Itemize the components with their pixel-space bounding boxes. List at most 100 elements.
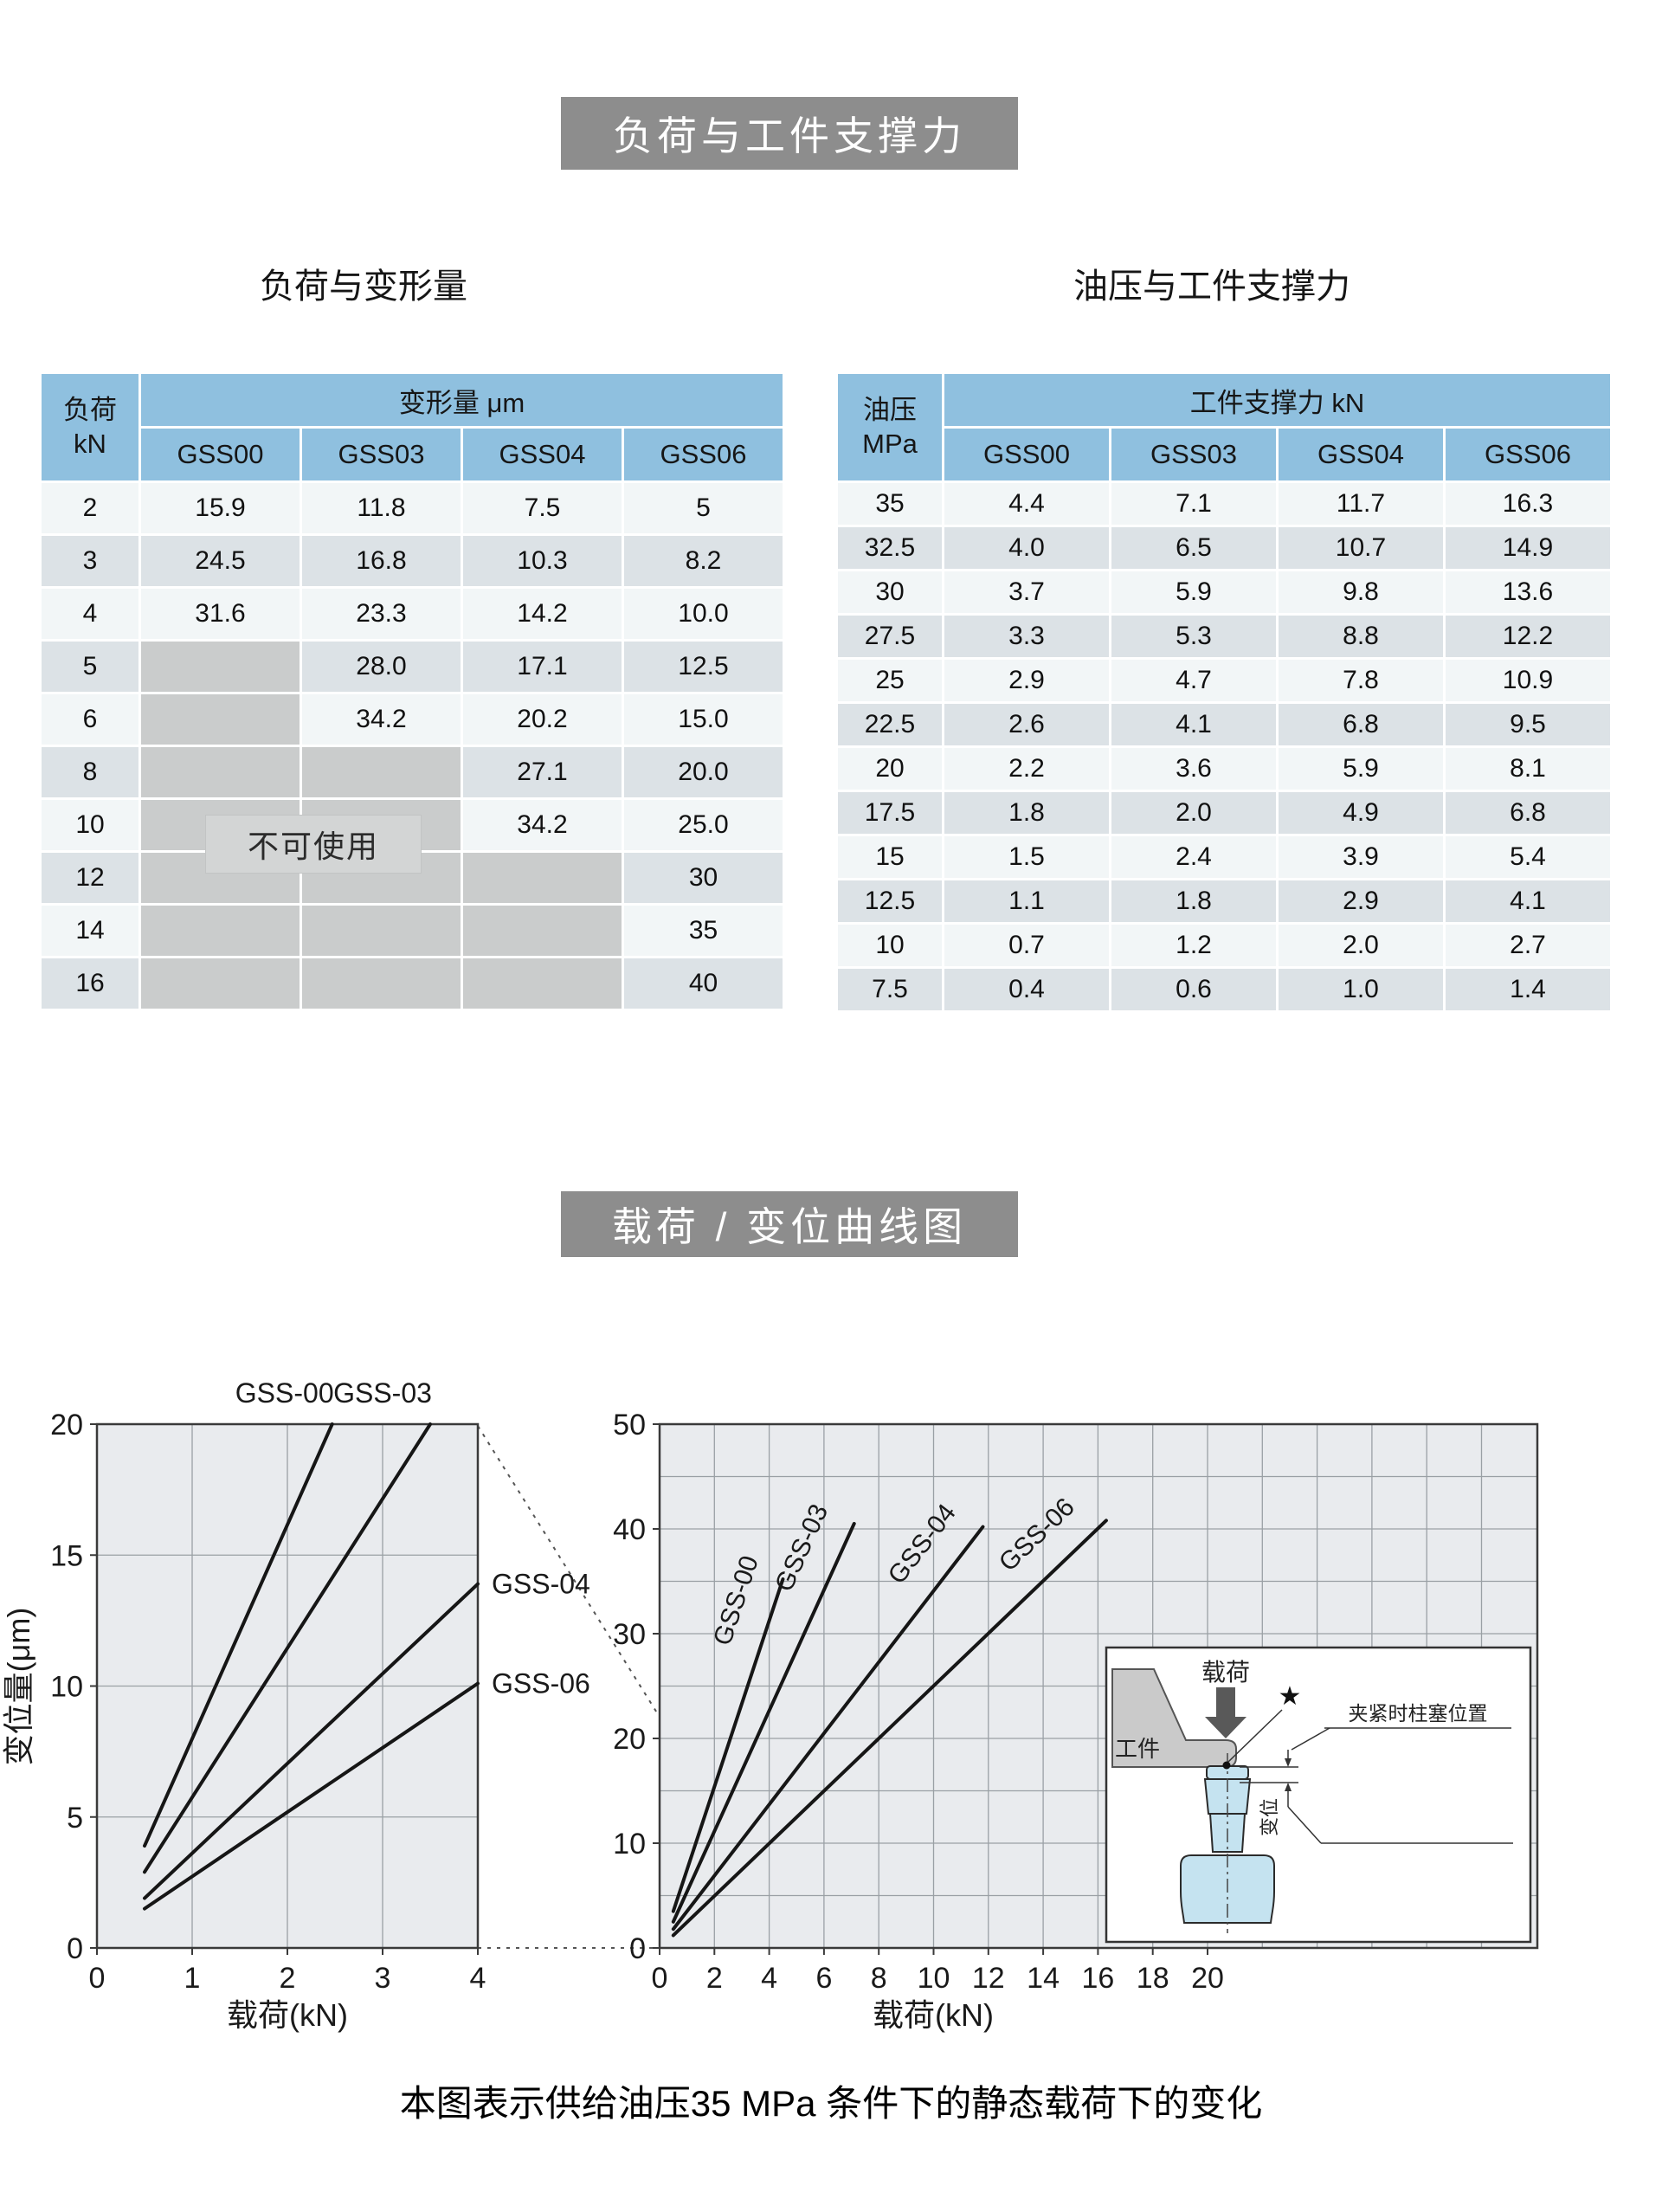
value-cell: 10.0: [624, 589, 783, 639]
deformation-table: 负荷 kN 变形量 μm GSS00 GSS03 GSS04 GSS06 2 15.9 11.8 7…: [39, 371, 785, 1011]
value-cell: 7.1: [1111, 483, 1276, 525]
left-chart: 0 1 2 3 4 0 5 10 15 20 载荷(kN) 变位量(μm) GSS-00 GSS-03 GS…: [1, 1377, 590, 2033]
unusable-cell: [463, 958, 622, 1009]
x-tick-label: 6: [815, 1962, 832, 1995]
series-label: GSS-00: [235, 1377, 334, 1409]
x-tick-label: 8: [871, 1962, 887, 1995]
value-cell: 7.5: [463, 483, 622, 533]
row-header: 30: [838, 571, 942, 613]
plunger-position-label: 夹紧时柱塞位置: [1349, 1702, 1488, 1725]
column-header: GSS00: [944, 429, 1109, 480]
value-cell: 3.9: [1279, 836, 1443, 878]
dimension-arrow-up: [1285, 1783, 1292, 1791]
column-header: GSS06: [624, 429, 783, 480]
value-cell: 12.2: [1446, 616, 1610, 657]
x-tick-label: 2: [280, 1962, 296, 1995]
series-line-GSS-00: [671, 1577, 785, 1913]
x-tick-label: 1: [184, 1962, 201, 1995]
value-cell: 6.5: [1111, 527, 1276, 569]
y-tick-label: 10: [613, 1828, 646, 1861]
column-header: GSS06: [1446, 429, 1610, 480]
value-cell: 5.9: [1279, 748, 1443, 790]
x-axis-title: 载荷(kN): [873, 1997, 994, 2033]
value-cell: 16.8: [302, 536, 461, 586]
value-cell: 9.5: [1446, 704, 1610, 745]
column-header: GSS03: [1111, 429, 1276, 480]
y-tick-label: 20: [613, 1723, 646, 1756]
row-header: 22.5: [838, 704, 942, 745]
x-tick-label: 4: [470, 1962, 486, 1995]
row-header: 3: [42, 536, 138, 586]
value-cell: 2.4: [1111, 836, 1276, 878]
corner-header: 负荷 kN: [42, 374, 138, 480]
x-tick-label: 16: [1081, 1962, 1114, 1995]
series-line-GSS-04: [143, 1582, 480, 1900]
value-cell: 10.7: [1279, 527, 1443, 569]
x-tick-label: 18: [1137, 1962, 1169, 1995]
x-tick-label: 0: [652, 1962, 668, 1995]
column-header: GSS04: [463, 429, 622, 480]
value-cell: 5: [624, 483, 783, 533]
unusable-cell: [141, 747, 300, 797]
series-line-GSS-03: [671, 1521, 856, 1924]
value-cell: 2.7: [1446, 925, 1610, 966]
value-cell: 8.1: [1446, 748, 1610, 790]
group-header: 变形量 μm: [141, 374, 783, 426]
series-label: GSS-03: [333, 1377, 432, 1409]
row-header: 17.5: [838, 792, 942, 834]
value-cell: 2.6: [944, 704, 1109, 745]
support-diagram-inset: 载荷 ★ 工件 夹紧时柱塞位置 变位: [1105, 1646, 1532, 1944]
value-cell: 4.9: [1279, 792, 1443, 834]
contact-point-dot: [1222, 1761, 1231, 1770]
x-tick-label: 2: [706, 1962, 723, 1995]
value-cell: 5.3: [1111, 616, 1276, 657]
value-cell: 3.6: [1111, 748, 1276, 790]
value-cell: 2.0: [1279, 925, 1443, 966]
value-cell: 0.6: [1111, 969, 1276, 1010]
displacement-leader: [1287, 1806, 1322, 1844]
load-arrow-shaft: [1216, 1687, 1235, 1717]
value-cell: 31.6: [141, 589, 300, 639]
value-cell: 24.5: [141, 536, 300, 586]
y-tick-label: 50: [613, 1409, 646, 1441]
y-tick-label: 0: [629, 1932, 646, 1965]
displacement-label: 变位: [1259, 1798, 1280, 1836]
unusable-cell: [302, 958, 461, 1009]
group-header: 工件支撑力 kN: [944, 374, 1610, 426]
value-cell: 2.9: [944, 660, 1109, 701]
value-cell: 9.8: [1279, 571, 1443, 613]
row-header: 12: [42, 853, 138, 903]
value-cell: 2.0: [1111, 792, 1276, 834]
value-cell: 1.8: [1111, 880, 1276, 922]
value-cell: 7.8: [1279, 660, 1443, 701]
value-cell: 5.4: [1446, 836, 1610, 878]
unusable-cell: [302, 906, 461, 956]
value-cell: 23.3: [302, 589, 461, 639]
value-cell: 14.9: [1446, 527, 1610, 569]
value-cell: 34.2: [302, 694, 461, 745]
value-cell: 11.8: [302, 483, 461, 533]
row-header: 14: [42, 906, 138, 956]
x-tick-label: 4: [761, 1962, 777, 1995]
value-cell: 1.8: [944, 792, 1109, 834]
row-header: 2: [42, 483, 138, 533]
y-tick-label: 5: [67, 1802, 83, 1835]
y-tick-label: 20: [50, 1409, 83, 1441]
value-cell: 12.5: [624, 642, 783, 692]
value-cell: 15.0: [624, 694, 783, 745]
x-tick-label: 20: [1191, 1962, 1224, 1995]
value-cell: 4.4: [944, 483, 1109, 525]
right-table-title: 油压与工件支撑力: [1073, 268, 1350, 306]
value-cell: 1.5: [944, 836, 1109, 878]
section-banner-curve: 载荷 / 变位曲线图: [561, 1191, 1018, 1257]
unusable-cell: [463, 853, 622, 903]
value-cell: 14.2: [463, 589, 622, 639]
x-tick-label: 14: [1027, 1962, 1060, 1995]
section-banner-load-support: 负荷与工件支撑力: [561, 97, 1018, 170]
column-header: GSS04: [1279, 429, 1443, 480]
value-cell: 40: [624, 958, 783, 1009]
inset-box: [1105, 1646, 1532, 1944]
value-cell: 30: [624, 853, 783, 903]
value-cell: 17.1: [463, 642, 622, 692]
value-cell: 25.0: [624, 800, 783, 850]
